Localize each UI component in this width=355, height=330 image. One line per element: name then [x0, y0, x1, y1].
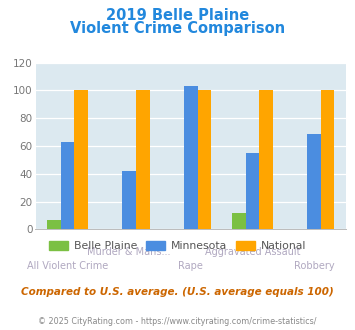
Text: Robbery: Robbery [294, 261, 334, 271]
Bar [321, 90, 334, 229]
Bar [47, 220, 61, 229]
Bar [198, 90, 211, 229]
Bar [246, 153, 259, 229]
Bar [74, 90, 88, 229]
Bar [136, 90, 149, 229]
Text: Violent Crime Comparison: Violent Crime Comparison [70, 21, 285, 36]
Text: Murder & Mans...: Murder & Mans... [87, 248, 171, 257]
Text: Rape: Rape [178, 261, 203, 271]
Legend: Belle Plaine, Minnesota, National: Belle Plaine, Minnesota, National [45, 236, 310, 255]
Text: Compared to U.S. average. (U.S. average equals 100): Compared to U.S. average. (U.S. average … [21, 287, 334, 297]
Text: 2019 Belle Plaine: 2019 Belle Plaine [106, 8, 249, 23]
Text: Aggravated Assault: Aggravated Assault [205, 248, 300, 257]
Bar [184, 86, 198, 229]
Bar [232, 213, 246, 229]
Bar [122, 171, 136, 229]
Text: All Violent Crime: All Violent Crime [27, 261, 108, 271]
Bar [61, 142, 74, 229]
Text: © 2025 CityRating.com - https://www.cityrating.com/crime-statistics/: © 2025 CityRating.com - https://www.city… [38, 317, 317, 326]
Bar [259, 90, 273, 229]
Bar [307, 134, 321, 229]
